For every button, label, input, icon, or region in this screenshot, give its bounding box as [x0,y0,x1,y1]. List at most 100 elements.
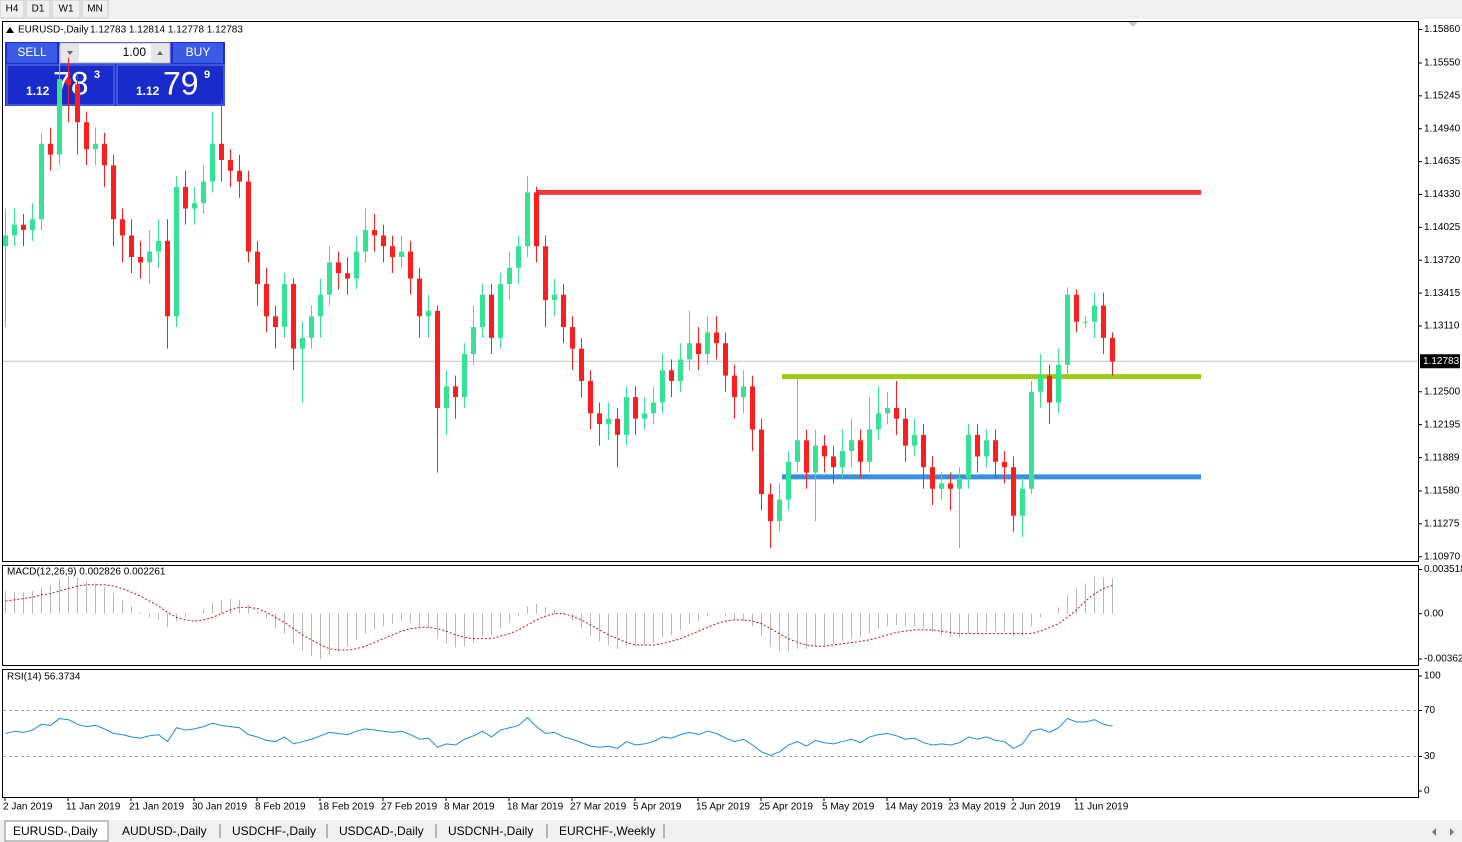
x-tick-label: 2 Jan 2019 [3,802,53,813]
candle-body [75,84,80,123]
candle-body [876,413,881,430]
y-tick-label: 1.15860 [1424,24,1461,35]
candle-body [1083,321,1088,323]
candle-body [894,407,899,419]
rsi-pane [2,669,1419,798]
candle-body [282,283,287,328]
rsi-title: RSI(14) 56.3734 [7,672,81,683]
y-tick-label: 1.13720 [1424,255,1461,266]
one-click-trading: SELL 1.00 BUY 1.12 78 3 1.12 79 9 [5,42,225,106]
shift-marker [1128,22,1138,27]
candle-body [786,461,791,500]
candle-body [984,440,989,457]
timeframe-button[interactable] [25,0,51,19]
ask-point: 9 [204,69,210,81]
y-tick-label: 1.10970 [1424,551,1461,562]
x-tick-label: 5 May 2019 [822,802,875,813]
price-pane [2,21,1419,562]
candle-body [435,310,440,408]
candle-body [399,251,404,258]
candle-body [345,273,350,279]
candle-body [165,240,170,317]
candle-body [705,332,710,355]
y-tick-label: 1.11275 [1424,518,1460,529]
candle-body [804,440,809,473]
candle-body [471,327,476,355]
candle-body [1020,488,1025,516]
tab-label[interactable]: EURUSD-,Daily [13,824,98,838]
candle-body [1002,461,1007,468]
candle-body [147,251,152,263]
candle-body [525,192,530,247]
candle-body [39,143,44,220]
bid-big: 1.12 [26,84,50,98]
buy-button[interactable] [173,43,223,63]
active-tab[interactable] [4,820,109,842]
candle-body [300,337,305,349]
tab-label[interactable]: EURCHF-,Weekly [559,824,655,838]
candle-body [84,122,89,150]
tab-label[interactable]: AUDUSD-,Daily [122,824,207,838]
candle-body [12,224,17,236]
up-arrow [157,51,163,55]
candle-body [543,246,548,301]
candle-body [264,283,269,317]
candle-body [291,283,296,349]
bid-point: 3 [94,69,100,81]
candle-body [957,477,962,489]
timeframe-label: W1 [59,4,74,15]
candle-body [714,332,719,344]
buy-label: BUY [186,45,211,59]
candle-body [912,434,917,446]
timeframe-button[interactable] [51,0,81,19]
tab-label[interactable]: USDCNH-,Daily [448,824,533,838]
candle-body [309,316,314,338]
candle-body [1092,305,1097,322]
candle-body [1047,375,1052,403]
candle-body [741,386,746,398]
candle-body [93,143,98,150]
timeframe-button[interactable] [0,0,25,19]
y-tick-label: 1.14330 [1424,189,1461,200]
y-tick-label: 1.14635 [1424,156,1461,167]
candle-body [390,246,395,258]
candle-body [930,467,935,489]
candle-body [552,294,557,301]
candle-body [183,186,188,209]
x-tick-label: 23 May 2019 [948,802,1006,813]
tab-bar [0,820,1462,842]
y-tick-label: -0.00362 [1424,654,1462,665]
candle-body [201,181,206,204]
tab-label[interactable]: USDCAD-,Daily [339,824,424,838]
timeframe-button[interactable] [81,0,109,19]
y-tick-label: 1.14025 [1424,222,1461,233]
candle-body [867,429,872,462]
candle-body [498,283,503,338]
chart-window [0,19,1462,820]
toolbar [0,0,1462,19]
candle-body [48,143,53,155]
x-tick-label: 5 Apr 2019 [633,802,682,813]
sell-button[interactable] [7,43,57,63]
y-tick-label: 0.00 [1424,608,1444,619]
x-tick-label: 27 Feb 2019 [381,802,438,813]
candle-body [570,327,575,349]
x-tick-label: 11 Jun 2019 [1074,802,1129,813]
candle-body [687,343,692,360]
candle-body [534,192,539,247]
candle-body [489,294,494,338]
candle-body [669,370,674,381]
collapse-arrow[interactable] [6,27,14,33]
y-tick-label: 1.11889 [1424,452,1460,463]
y-tick-label: 0.003518 [1424,564,1462,575]
ohlc-text: 1.12783 1.12814 1.12778 1.12783 [90,25,243,36]
candle-body [948,483,953,489]
candle-body [624,397,629,435]
tab-label[interactable]: USDCHF-,Daily [232,824,316,838]
candle-body [192,203,197,209]
ask-box[interactable] [116,64,225,106]
candle-body [561,294,566,328]
candle-body [858,440,863,462]
candle-body [255,251,260,284]
